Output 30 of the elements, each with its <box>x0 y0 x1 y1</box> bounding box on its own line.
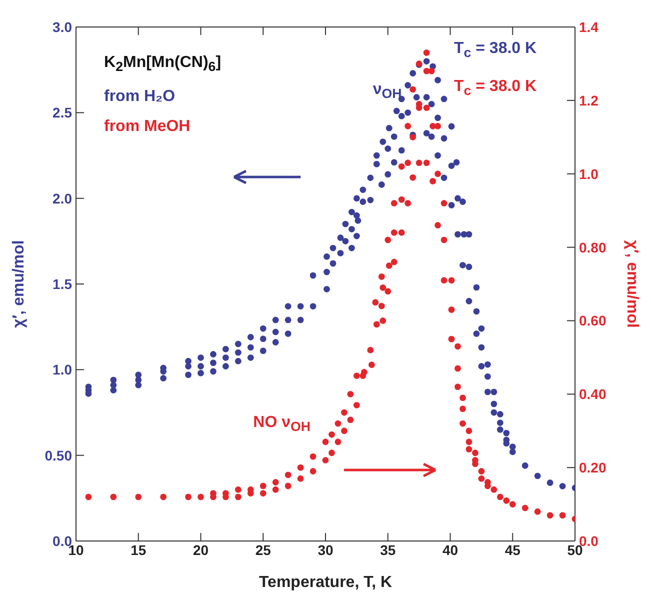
y2-tick-label: 0.20 <box>579 460 606 476</box>
x-tick-label: 15 <box>130 542 146 558</box>
text: from H₂O <box>104 87 176 108</box>
y-tick-label: 2.0 <box>52 190 72 206</box>
legend-title: K$_{2}$Mn[Mn(CN)$_{6}$] <box>104 53 222 76</box>
y2-tick-label: 0.60 <box>579 312 606 329</box>
y-tick-label: 0.50 <box>44 447 72 464</box>
x-tick-label: 20 <box>192 542 209 558</box>
annotation: T$_{c}$ = 38.0 K <box>454 78 537 98</box>
y2-tick-label: 1.4 <box>579 18 599 35</box>
y2-tick-label: 1.0 <box>579 166 599 182</box>
y-axis-title: χ′, emu/mol <box>10 240 28 328</box>
y-tick-label: 1.0 <box>52 362 72 378</box>
annotation: T$_{c}$ = 38.0 K <box>454 40 537 60</box>
x-tick-label: 35 <box>380 542 396 558</box>
y2-tick-label: 0.80 <box>579 239 606 256</box>
y2-axis-title: χ′, emu/mol <box>623 240 640 328</box>
y-tick-label: 1.5 <box>52 276 72 292</box>
x-tick-label: 40 <box>442 542 458 558</box>
y-tick-label: 2.5 <box>52 104 72 121</box>
x-tick-label: 30 <box>318 542 334 558</box>
annotation: ν$_{OH}$ <box>372 81 402 102</box>
y2-tick-label: 1.2 <box>579 92 599 108</box>
annotation: NO ν$_{OH}$ <box>253 414 310 434</box>
x-tick-label: 25 <box>255 542 272 558</box>
x-tick-label: 45 <box>504 542 521 558</box>
y2-tick-label: 0.40 <box>579 386 606 402</box>
y-tick-label: 3.0 <box>52 18 72 35</box>
text: from MeOH <box>104 117 192 138</box>
x-axis-title: Temperature, T, K <box>258 574 392 591</box>
